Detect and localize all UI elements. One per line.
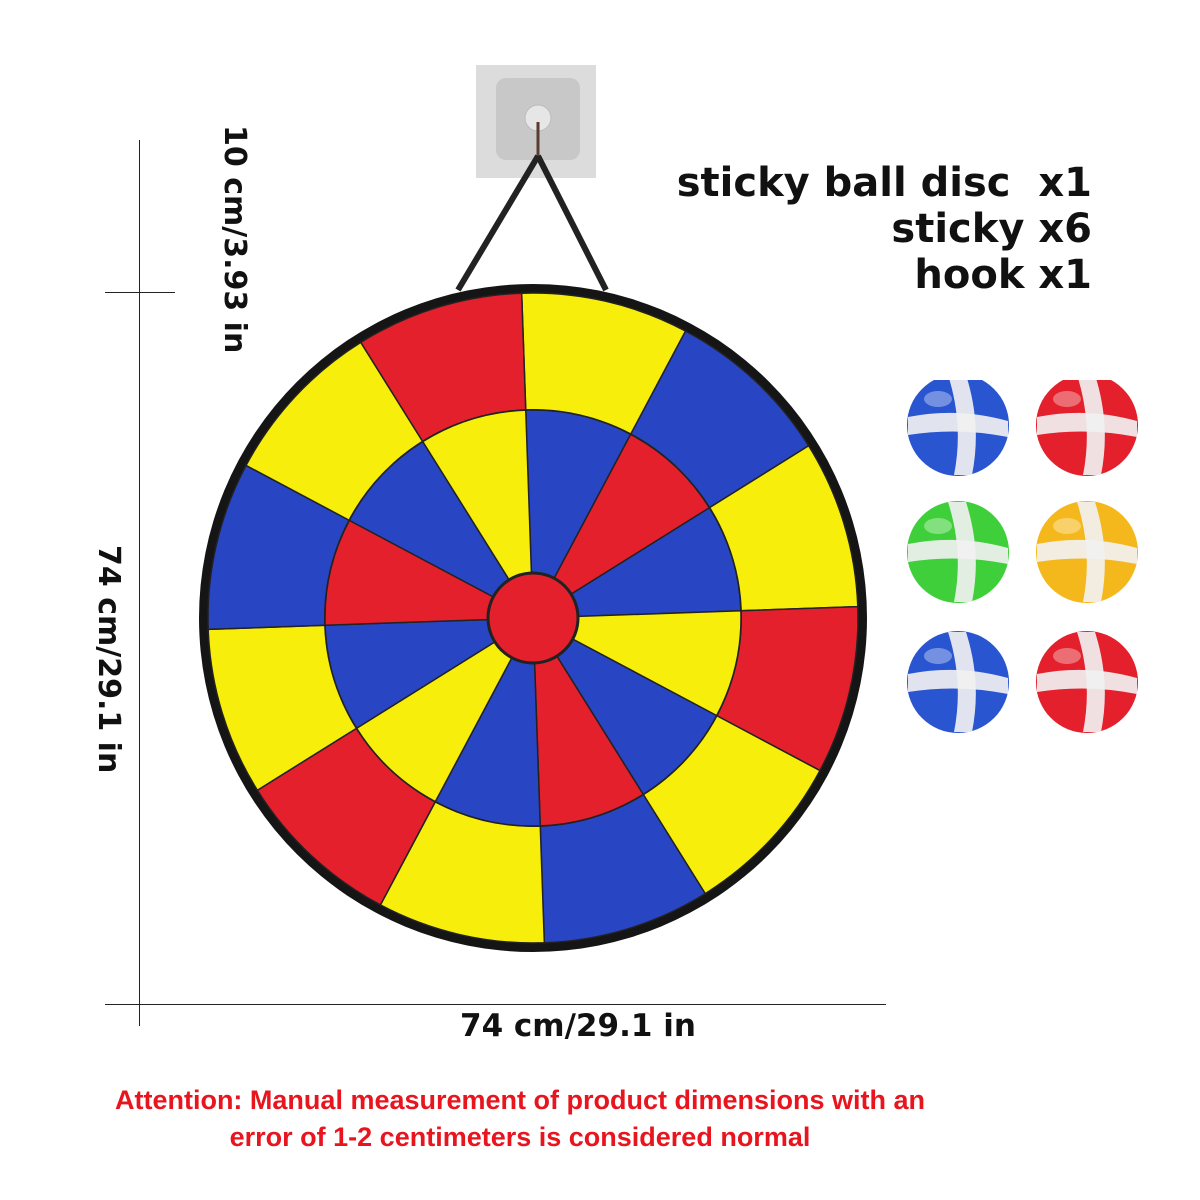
dartboard[interactable] <box>199 284 867 952</box>
dartboard-illustration <box>199 65 867 952</box>
contents-item: sticky x6 <box>891 206 1092 252</box>
contents-item: sticky ball disc x1 <box>676 160 1092 206</box>
hook-dimension-tick <box>105 292 175 293</box>
bullseye <box>486 571 580 665</box>
width-label: 74 cm/29.1 in <box>460 1008 696 1044</box>
sticky-ball-icon <box>1036 501 1138 603</box>
package-contents: sticky ball disc x1 sticky x6 hook x1 <box>677 160 1092 298</box>
sticky-ball-icon <box>907 501 1009 603</box>
sticky-ball-icon <box>907 380 1009 476</box>
attention-line-1: Attention: Manual measurement of product… <box>114 1085 926 1115</box>
attention-line-2: error of 1-2 centimeters is considered n… <box>229 1122 811 1152</box>
hanging-string <box>455 154 609 292</box>
contents-item: hook x1 <box>914 252 1092 298</box>
sticky-ball-icon <box>907 631 1009 733</box>
sticky-balls <box>907 380 1138 733</box>
width-dimension-line <box>105 1004 886 1005</box>
height-dimension-line <box>139 140 140 1026</box>
attention-note: Attention: Manual measurement of product… <box>0 1082 1040 1156</box>
sticky-ball-icon <box>1036 631 1138 733</box>
sticky-ball-icon <box>1036 380 1138 476</box>
